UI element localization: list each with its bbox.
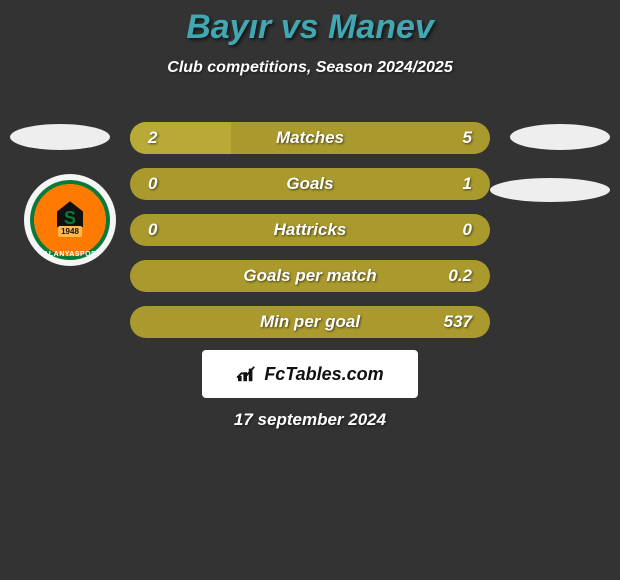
- stat-label: Matches: [276, 128, 344, 148]
- stat-left-value: 0: [148, 220, 157, 240]
- club-logo: S 1948 ALANYASPOR: [24, 174, 116, 266]
- stat-label: Hattricks: [274, 220, 347, 240]
- club-logo-year: 1948: [58, 226, 82, 237]
- player-photo-placeholder-left: [10, 124, 110, 150]
- stats-container: 2 Matches 5 0 Goals 1 0 Hattricks 0 Goals per mat…: [130, 122, 490, 352]
- stat-right-value: 1: [463, 174, 472, 194]
- page-title: Bayır vs Manev: [0, 0, 620, 47]
- page-subtitle: Club competitions, Season 2024/2025: [0, 59, 620, 77]
- stat-row: 0 Hattricks 0: [130, 214, 490, 246]
- stat-right-value: 537: [444, 312, 472, 332]
- player-photo-placeholder-right-2: [490, 178, 610, 202]
- stat-right-value: 0: [463, 220, 472, 240]
- stat-label: Goals per match: [243, 266, 376, 286]
- stat-fill: [130, 122, 231, 154]
- club-logo-ribbon: ALANYASPOR: [43, 251, 96, 258]
- stat-row: 0 Goals 1: [130, 168, 490, 200]
- stat-left-value: 0: [148, 174, 157, 194]
- bar-chart-icon: [236, 365, 258, 383]
- date-label: 17 september 2024: [234, 410, 386, 430]
- stat-right-value: 5: [463, 128, 472, 148]
- stat-label: Goals: [286, 174, 333, 194]
- stat-row: Goals per match 0.2: [130, 260, 490, 292]
- stat-left-value: 2: [148, 128, 157, 148]
- stat-label: Min per goal: [260, 312, 360, 332]
- player-photo-placeholder-right-1: [510, 124, 610, 150]
- brand-text: FcTables.com: [264, 364, 383, 385]
- brand-box[interactable]: FcTables.com: [202, 350, 418, 398]
- stat-row: Min per goal 537: [130, 306, 490, 338]
- stat-right-value: 0.2: [448, 266, 472, 286]
- stat-row: 2 Matches 5: [130, 122, 490, 154]
